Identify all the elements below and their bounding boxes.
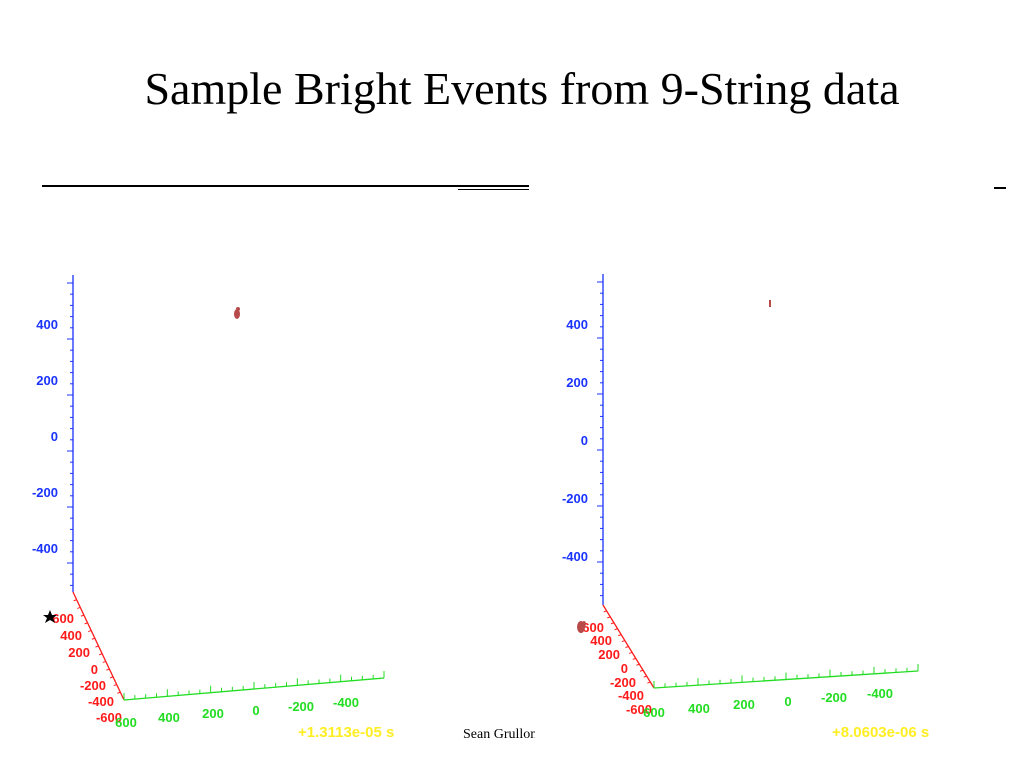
axis-tick: [80, 614, 85, 617]
z-tick-labels-left: 400 200 0 -200 -400: [32, 317, 58, 556]
axis-tick: [614, 628, 618, 631]
dom-hit: [582, 621, 586, 627]
z-tick-label: -200: [562, 491, 588, 506]
dom-hit: [234, 309, 240, 319]
axis-tick: [102, 660, 106, 663]
axis-tick: [639, 669, 644, 672]
axis-tick: [109, 676, 114, 679]
axis-tick: [632, 657, 636, 660]
axis-tick: [618, 634, 622, 637]
y-tick-label: 600: [115, 715, 137, 730]
axis-tick: [628, 651, 633, 654]
y-tick-label: -200: [821, 690, 847, 705]
z-tick-label: 400: [36, 317, 58, 332]
event-display-right: 400 200 0 -200 -400 600 400 200 0 -200 -…: [530, 260, 1000, 750]
hit-cluster-right: [769, 300, 771, 307]
z-tick-label: 0: [581, 433, 588, 448]
footer-author: Sean Grullon: [463, 727, 535, 742]
axis-tick: [117, 691, 121, 694]
axis-tick: [647, 681, 651, 684]
x-tick-labels-left: 600 400 200 0 -200 -400 -600: [52, 611, 122, 725]
axis-tick: [88, 630, 92, 633]
time-label-right: +8.0603e-06 s: [832, 724, 930, 741]
title-rule: [42, 185, 529, 187]
x-tick-label: 400: [60, 628, 82, 643]
title-rule-right: [994, 187, 1006, 189]
x-tick-label: 200: [598, 647, 620, 662]
z-tick-label: -400: [562, 549, 588, 564]
axis-tick: [621, 640, 626, 643]
x-tick-labels-right: 600 400 200 0 -200 -400 -600: [582, 620, 652, 717]
x-tick-label: -200: [610, 675, 636, 690]
axis-tick: [91, 637, 96, 640]
y-tick-label: 200: [733, 697, 755, 712]
hit-cluster-right-origin: [577, 621, 586, 633]
axis-tick: [636, 663, 640, 666]
y-tick-label: 0: [252, 703, 259, 718]
axis-tick: [106, 668, 110, 671]
axis-tick: [84, 622, 88, 625]
x-tick-label: -400: [618, 688, 644, 703]
z-tick-label: 400: [566, 317, 588, 332]
axis-tick: [98, 653, 103, 656]
axis-tick: [607, 616, 611, 619]
event-plot-right: 400 200 0 -200 -400 600 400 200 0 -200 -…: [562, 274, 919, 720]
y-tick-label: -400: [333, 695, 359, 710]
axis-tick: [77, 606, 81, 609]
x-tick-label: 600: [582, 620, 604, 635]
x-tick-label: -200: [80, 678, 106, 693]
axis-tick: [610, 622, 615, 625]
dom-hit: [769, 300, 771, 307]
axis-tick: [625, 646, 629, 648]
y-tick-label: -400: [867, 686, 893, 701]
y-tick-labels-right: 600 400 200 0 -200 -400: [643, 686, 893, 720]
event-plot-left: 400 200 0 -200 -400 600 400 200 0 -200 -…: [32, 275, 385, 730]
y-tick-label: 0: [784, 694, 791, 709]
axis-tick: [73, 599, 77, 602]
x-tick-label: 0: [91, 662, 98, 677]
x-tick-label: -600: [96, 710, 122, 725]
z-tick-label: 200: [566, 375, 588, 390]
title-rule-accent: [458, 189, 529, 190]
axis-tick: [95, 645, 99, 648]
x-axis-left: [72, 591, 125, 701]
event-display-left: 400 200 0 -200 -400 600 400 200 0 -200 -…: [0, 260, 470, 750]
axis-tick: [113, 684, 117, 687]
time-label-left: +1.3113e-05 s: [298, 724, 395, 741]
hit-cluster-left-origin: [43, 610, 57, 623]
z-tick-label: 0: [51, 429, 58, 444]
x-axis-right: [602, 604, 655, 689]
slide-title: Sample Bright Events from 9-String data: [144, 63, 900, 114]
z-tick-label: -400: [32, 541, 58, 556]
y-tick-label: 200: [202, 706, 224, 721]
hit-cluster-left: [234, 307, 240, 319]
x-tick-label: -400: [88, 694, 114, 709]
z-axis-right: [597, 274, 604, 605]
axis-tick: [643, 675, 647, 678]
x-tick-label: 400: [590, 633, 612, 648]
x-tick-label: 0: [621, 661, 628, 676]
axis-tick: [603, 610, 607, 613]
y-tick-labels-left: 600 400 200 0 -200 -400: [115, 695, 359, 730]
y-axis-right: [653, 664, 919, 689]
z-tick-label: 200: [36, 373, 58, 388]
dom-hit: [236, 307, 240, 311]
y-axis-left: [123, 671, 385, 701]
z-axis-left: [67, 275, 74, 592]
x-tick-label: 200: [68, 645, 90, 660]
x-tick-label: -600: [626, 702, 652, 717]
star-marker: [43, 610, 57, 623]
y-tick-label: 400: [688, 701, 710, 716]
z-tick-label: -200: [32, 485, 58, 500]
y-tick-label: 400: [158, 710, 180, 725]
y-tick-label: 600: [643, 705, 665, 720]
x-tick-label: 600: [52, 611, 74, 626]
z-tick-labels-right: 400 200 0 -200 -400: [562, 317, 588, 564]
y-tick-label: -200: [288, 699, 314, 714]
